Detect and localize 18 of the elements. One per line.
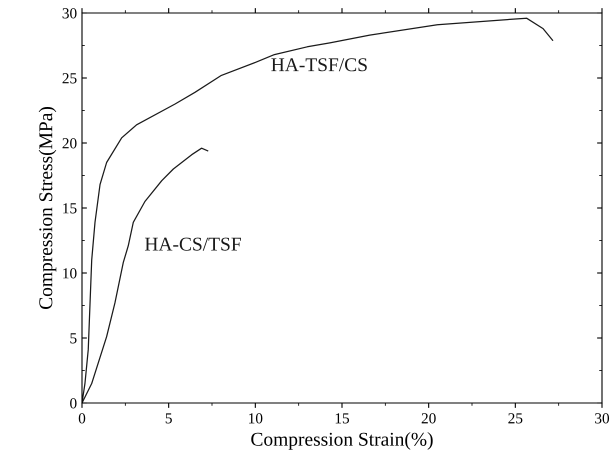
y-tick-label: 0 [70,398,77,408]
series-label: HA-TSF/CS [271,58,367,72]
x-tick-label: 10 [249,413,262,424]
y-tick-label: 25 [62,73,77,84]
y-tick-label: 5 [70,333,77,344]
y-axis-title: Compression Stress(MPa) [38,107,56,310]
y-tick-label: 10 [63,268,77,278]
x-tick-label: 30 [595,413,610,424]
y-tick-label: 15 [63,203,77,214]
y-tick-label: 30 [62,8,77,18]
series-label: HA-CS/TSF [144,238,241,251]
x-tick-label: 0 [78,413,86,424]
x-tick-label: 20 [422,413,436,424]
y-tick-label: 20 [62,138,77,148]
x-tick-label: 5 [166,413,172,424]
x-axis-title: Compression Strain(%) [251,432,433,450]
x-tick-label: 25 [508,413,522,424]
x-tick-label: 15 [336,413,350,424]
